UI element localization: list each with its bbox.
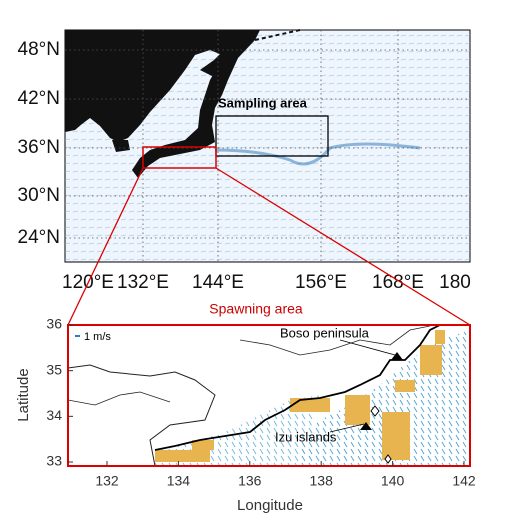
lat-label: 42°N — [18, 88, 60, 109]
island-chain — [254, 29, 301, 41]
lon-label: 156°E — [295, 272, 347, 293]
lat-label: 48°N — [18, 39, 60, 60]
x-tick-label: 134 — [167, 473, 191, 489]
spawning-box — [142, 146, 217, 169]
coastline — [239, 325, 431, 356]
spawning-patches — [155, 330, 445, 462]
annotation: Boso peninsula — [280, 325, 370, 340]
y-tick-label: 36 — [46, 316, 62, 332]
lon-label: 132°E — [117, 272, 169, 293]
pointer — [329, 423, 365, 433]
y-tick-label: 34 — [46, 407, 62, 423]
x-tick-label: 140 — [381, 473, 405, 489]
coastline — [154, 324, 441, 451]
coastline — [67, 364, 216, 467]
overview-map: Sampling area 48°N42°N36°N30°N24°N 120°E… — [18, 29, 471, 293]
inset-frame — [67, 324, 471, 467]
zoom-line — [67, 167, 144, 326]
current — [214, 142, 421, 166]
lon-label: 180 — [439, 272, 471, 293]
marker — [370, 405, 380, 417]
y-tick-label: 33 — [46, 453, 62, 469]
y-axis-label: Latitude — [15, 368, 32, 421]
annotation: Izu islands — [275, 429, 337, 444]
land — [200, 46, 232, 76]
y-tick-label: 35 — [46, 361, 62, 377]
sampling-box — [215, 115, 329, 157]
x-axis-label: Longitude — [237, 497, 303, 514]
lon-label: 168°E — [372, 272, 424, 293]
inset-map: 1 m/s Boso peninsula Izu islands 132 134 1… — [15, 316, 476, 514]
x-tick-label: 138 — [310, 473, 334, 489]
land — [112, 140, 130, 152]
legend-label: 1 m/s — [84, 331, 111, 343]
marker — [360, 422, 372, 430]
zoom-line — [215, 167, 471, 326]
x-tick-label: 142 — [452, 473, 476, 489]
pointer — [339, 339, 396, 356]
sampling-label: Sampling area — [218, 95, 308, 110]
lon-label: 144°E — [192, 272, 244, 293]
lat-label: 24°N — [18, 227, 60, 248]
x-tick-label: 132 — [95, 473, 119, 489]
marker — [384, 454, 392, 464]
coastline — [67, 391, 171, 406]
marker — [391, 352, 403, 360]
spawning-label: Spawning area — [209, 301, 303, 317]
graticule — [65, 30, 470, 262]
x-tick-label: 136 — [238, 473, 262, 489]
land — [65, 30, 260, 178]
lat-label: 30°N — [18, 185, 60, 206]
lat-label: 36°N — [18, 137, 60, 158]
